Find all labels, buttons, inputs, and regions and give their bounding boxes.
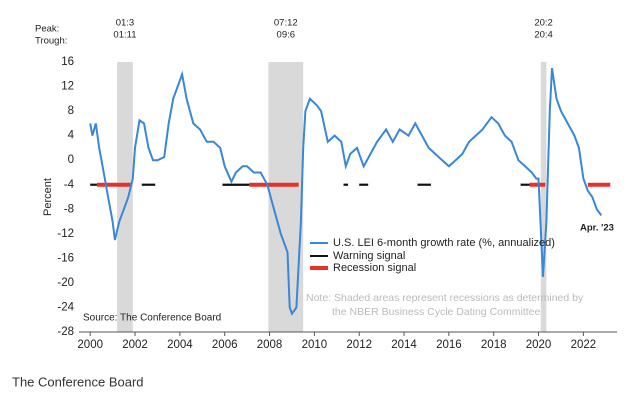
x-tick-label: 2002 xyxy=(122,339,148,351)
note: Note: Shaded areas represent recessions … xyxy=(306,292,584,304)
y-axis-label: Percent xyxy=(42,178,54,216)
note: the NBER Business Cycle Dating Committee xyxy=(332,306,540,318)
trough-label: Trough: xyxy=(35,36,67,47)
y-tick-label: -28 xyxy=(57,326,74,338)
peak-label: Peak: xyxy=(35,24,59,35)
legend-label: Warning signal xyxy=(333,250,405,262)
x-tick-label: 2010 xyxy=(302,339,328,351)
x-tick-label: 2022 xyxy=(571,339,597,351)
x-tick-label: 2000 xyxy=(77,339,103,351)
recession-shade xyxy=(117,62,133,332)
x-tick-label: 2014 xyxy=(391,339,417,351)
y-tick-label: -24 xyxy=(57,301,74,313)
peak-date: 01:3 xyxy=(116,18,135,29)
peak-date: 07:12 xyxy=(274,18,298,29)
y-tick-label: -8 xyxy=(64,203,74,215)
y-tick-label: -4 xyxy=(64,179,75,191)
peak-date: 20:2 xyxy=(534,18,553,29)
end-label: Apr. '23 xyxy=(580,223,614,234)
x-tick-label: 2012 xyxy=(346,339,372,351)
y-tick-label: 12 xyxy=(61,81,74,93)
y-tick-label: 8 xyxy=(68,105,74,117)
legend-label: Recession signal xyxy=(333,262,416,274)
trough-date: 01:11 xyxy=(113,30,136,41)
recession-shade xyxy=(540,62,547,332)
y-tick-label: -20 xyxy=(57,277,74,289)
y-tick-label: -16 xyxy=(57,252,74,264)
x-tick-label: 2020 xyxy=(526,339,552,351)
y-tick-label: 4 xyxy=(68,130,75,142)
legend-label: U.S. LEI 6-month growth rate (%, annuali… xyxy=(333,237,555,249)
x-tick-label: 2016 xyxy=(436,339,462,351)
x-tick-label: 2018 xyxy=(481,339,507,351)
lei-line xyxy=(89,67,603,316)
source: Source: The Conference Board xyxy=(83,313,221,324)
y-tick-label: 16 xyxy=(61,56,74,68)
x-tick-label: 2006 xyxy=(212,339,238,351)
y-tick-label: -12 xyxy=(57,228,74,240)
trough-date: 09:6 xyxy=(277,30,296,41)
caption: The Conference Board xyxy=(12,374,144,389)
x-tick-label: 2008 xyxy=(257,339,283,351)
trough-date: 20:4 xyxy=(534,30,553,41)
x-tick-label: 2004 xyxy=(167,339,193,351)
y-tick-label: 0 xyxy=(68,154,74,166)
